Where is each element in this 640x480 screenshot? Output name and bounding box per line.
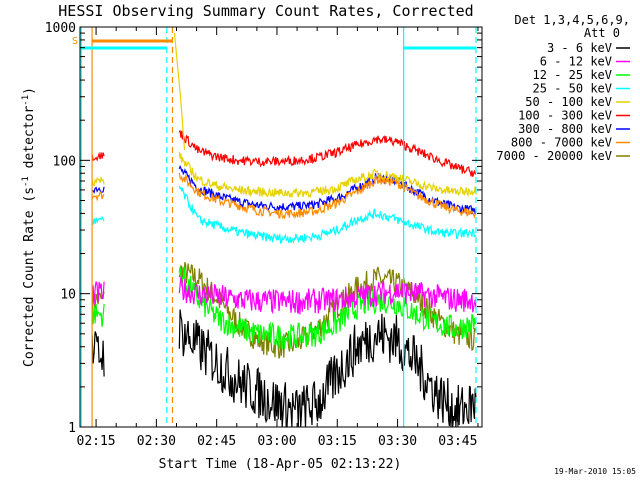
s-marker: S xyxy=(72,36,78,47)
plot-frame xyxy=(79,26,483,428)
axes: 02:15 02:30 02:45 03:00 03:15 03:30 03:45 1 10 10… xyxy=(45,21,482,449)
series-3-line xyxy=(91,266,477,349)
x-tick-label-3: 03:00 xyxy=(257,434,296,449)
series-6-early-path xyxy=(91,151,105,162)
series-7-early-path xyxy=(91,186,105,194)
series-3-main-path xyxy=(178,266,477,349)
series-8-line xyxy=(91,172,477,220)
series-1-main-path xyxy=(178,309,477,428)
x-tick-label-0: 02:15 xyxy=(77,434,116,449)
x-tick-label-6: 03:45 xyxy=(438,434,477,449)
series-4-early-path xyxy=(91,215,105,226)
plot-area xyxy=(80,27,477,428)
y-axis-label-sup-2: -1 xyxy=(21,95,31,106)
transition-spike xyxy=(173,33,186,150)
series-2-early-path xyxy=(91,281,105,305)
legend-header-line-1: Det 1,3,4,5,6,9, xyxy=(514,13,630,27)
legend-label-8: 800 - 7000 keV xyxy=(511,136,612,150)
series-5-early-path xyxy=(91,176,105,187)
series-2-line xyxy=(91,276,477,315)
legend-label-4: 25 - 50 keV xyxy=(533,82,612,96)
x-tick-label-2: 02:45 xyxy=(197,434,236,449)
y-axis-label-main: Corrected Count Rate (s xyxy=(22,187,37,367)
x-axis-label: Start Time (18-Apr-05 02:13:22) xyxy=(159,457,402,472)
series-2-main-path xyxy=(178,276,477,315)
x-tick-label-5: 03:30 xyxy=(378,434,417,449)
chart-title: HESSI Observing Summary Count Rates, Cor… xyxy=(58,2,473,20)
series-3-early-path xyxy=(91,303,105,328)
series-5-main-path xyxy=(178,152,477,199)
legend-label-6: 100 - 300 keV xyxy=(518,109,612,123)
x-tick-label-4: 03:15 xyxy=(318,434,357,449)
y-tick-label-0: 1 xyxy=(68,421,76,436)
series-5-line xyxy=(91,152,477,199)
y-axis-label-mid: detector xyxy=(22,106,37,177)
series-4-line xyxy=(91,185,477,245)
legend-label-1: 3 - 6 keV xyxy=(547,41,612,55)
series-6-line xyxy=(91,130,477,177)
series-8-early-path xyxy=(91,191,105,202)
y-axis-label-sup-1: -1 xyxy=(21,176,31,187)
y-tick-label-1: 10 xyxy=(60,288,76,303)
legend-label-7: 300 - 800 keV xyxy=(518,122,612,136)
footer-date: 19-Mar-2010 15:05 xyxy=(554,467,636,476)
series-1-early-path xyxy=(91,331,105,377)
series-1-line xyxy=(91,309,477,428)
series-4-main-path xyxy=(178,185,477,245)
series-8-main-path xyxy=(178,172,477,220)
legend-header-line-2: Att 0 xyxy=(584,26,620,40)
legend-label-3: 12 - 25 keV xyxy=(533,68,612,82)
legend-label-9: 7000 - 20000 keV xyxy=(496,149,612,163)
series-9-main-path xyxy=(178,261,477,359)
legend-label-5: 50 - 100 keV xyxy=(525,95,612,109)
series-6-main-path xyxy=(178,130,477,177)
y-axis-label: Corrected Count Rate (s-1 detector-1) xyxy=(21,87,37,367)
y-tick-label-2: 100 xyxy=(53,154,76,169)
y-tick-label-3: 1000 xyxy=(45,21,76,36)
x-tick-label-1: 02:30 xyxy=(137,434,176,449)
legend-label-2: 6 - 12 keV xyxy=(540,55,612,69)
y-axis-label-end: ) xyxy=(22,87,37,95)
